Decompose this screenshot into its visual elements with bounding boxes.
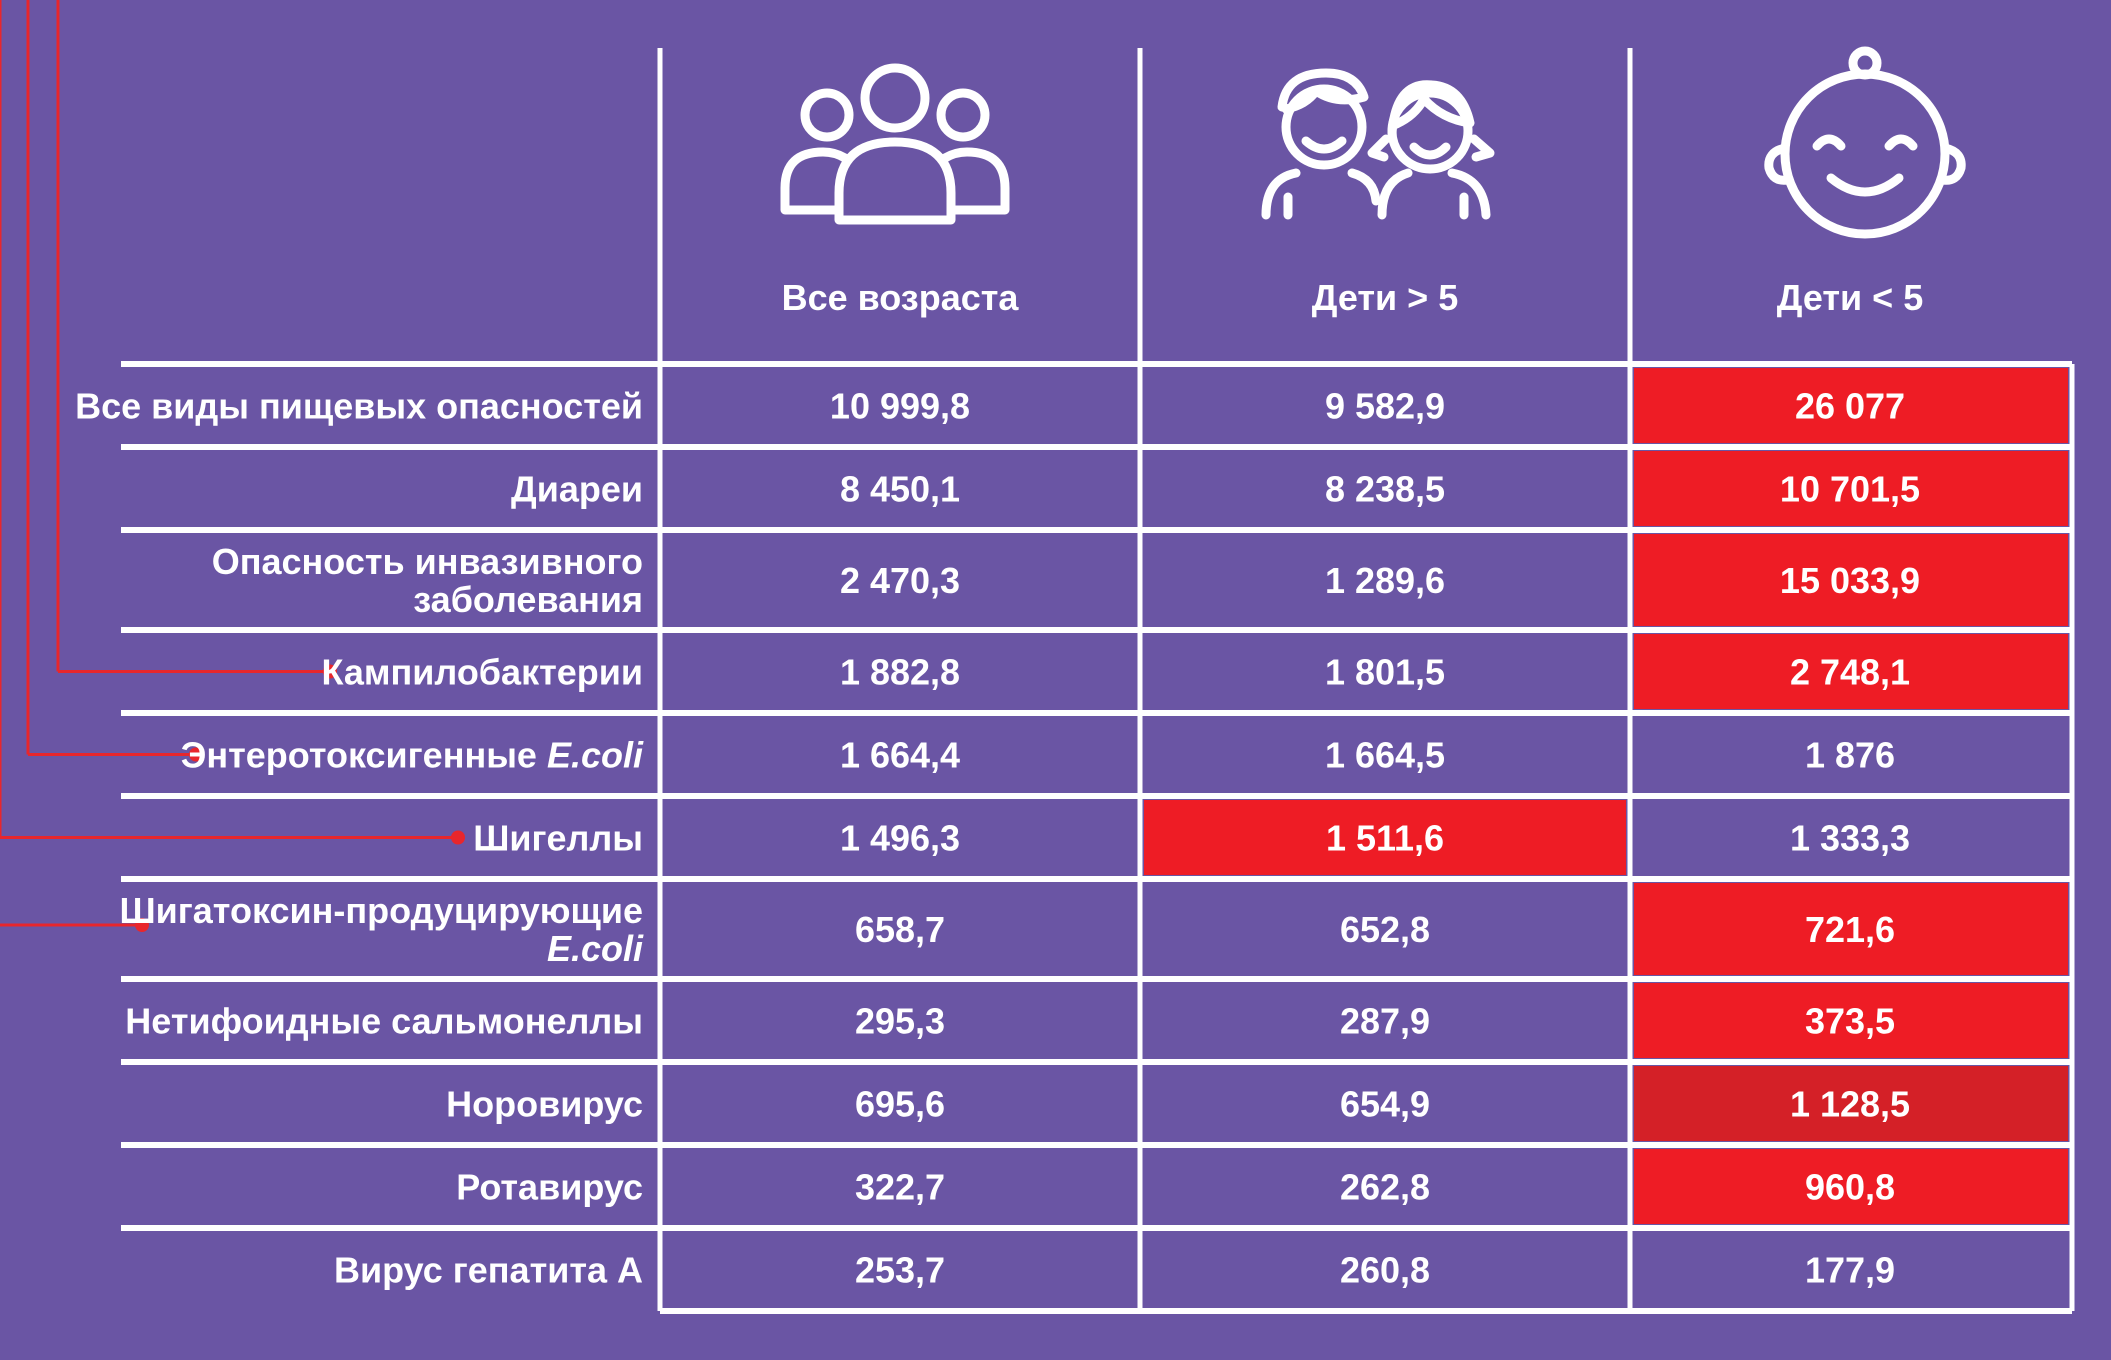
cell-value: 960,8 [1805,1167,1895,1208]
row-label: Энтеротоксигенные E.coli [181,735,644,776]
cell-value: 10 999,8 [830,386,970,427]
cell-value: 9 582,9 [1325,386,1445,427]
connector-dot [189,747,203,762]
people-group-icon [780,63,1010,225]
cell-value: 15 033,9 [1780,560,1920,601]
cell-value: 1 664,5 [1325,735,1445,776]
highlight-cell [1634,534,2068,626]
cell-value: 1 882,8 [840,652,960,693]
connector-dot [323,664,337,679]
cell-value: 1 801,5 [1325,652,1445,693]
cell-value: 721,6 [1805,909,1895,950]
highlight-cell [1634,1149,2068,1224]
highlight-cell [1634,451,2068,526]
column-header-children-over-5: Дети > 5 [1312,277,1458,318]
row-label: Кампилобактерии [321,652,643,693]
cell-value: 2 470,3 [840,560,960,601]
highlight-cell [1144,800,1626,875]
cell-value: 373,5 [1805,1001,1895,1042]
cell-value: 2 748,1 [1790,652,1910,693]
cell-value: 1 333,3 [1790,818,1910,859]
row-label: Вирус гепатита А [334,1250,643,1291]
connector-dot [135,918,149,932]
cell-value: 658,7 [855,909,945,950]
cell-value: 652,8 [1340,909,1430,950]
cell-value: 695,6 [855,1084,945,1125]
row-label-italic: E.coli [547,928,644,969]
row-label: Диареи [511,469,643,510]
row-label: Все виды пищевых опасностей [75,386,643,427]
cell-value: 1 289,6 [1325,560,1445,601]
cell-value: 26 077 [1795,386,1905,427]
cell-value: 1 664,4 [840,735,960,776]
baby-icon [1764,46,1966,239]
row-label: Опасность инвазивного [212,541,643,582]
cell-value: 287,9 [1340,1001,1430,1042]
highlight-cell [1634,983,2068,1058]
row-label: Ротавирус [456,1167,643,1208]
cell-value: 654,9 [1340,1084,1430,1125]
cell-value: 262,8 [1340,1167,1430,1208]
connector-dot [451,830,465,845]
cell-value: 253,7 [855,1250,945,1291]
row-label: Норовирус [446,1084,643,1125]
row-label: Шигеллы [473,818,643,859]
cell-value: 10 701,5 [1780,469,1920,510]
highlight-cell [1634,634,2068,709]
children-icon [1261,68,1495,220]
column-header-all-ages: Все возраста [782,277,1020,318]
row-label: заболевания [413,579,643,620]
highlight-cell [1634,883,2068,975]
cell-value: 1 876 [1805,735,1895,776]
row-label: Нетифоидные сальмонеллы [125,1001,643,1042]
row-label: Шигатоксин-продуцирующие [119,890,643,931]
row-label-italic: E.coli [547,735,644,776]
highlight-cell [1634,368,2068,443]
cell-value: 260,8 [1340,1250,1430,1291]
column-header-children-under-5: Дети < 5 [1777,277,1923,318]
cell-value: 322,7 [855,1167,945,1208]
cell-value: 1 496,3 [840,818,960,859]
cell-value: 8 238,5 [1325,469,1445,510]
cell-value: 8 450,1 [840,469,960,510]
highlight-cell [1634,1066,2068,1141]
cell-value: 295,3 [855,1001,945,1042]
cell-value: 177,9 [1805,1250,1895,1291]
cell-value: 1 128,5 [1790,1084,1910,1125]
cell-value: 1 511,6 [1326,818,1444,859]
